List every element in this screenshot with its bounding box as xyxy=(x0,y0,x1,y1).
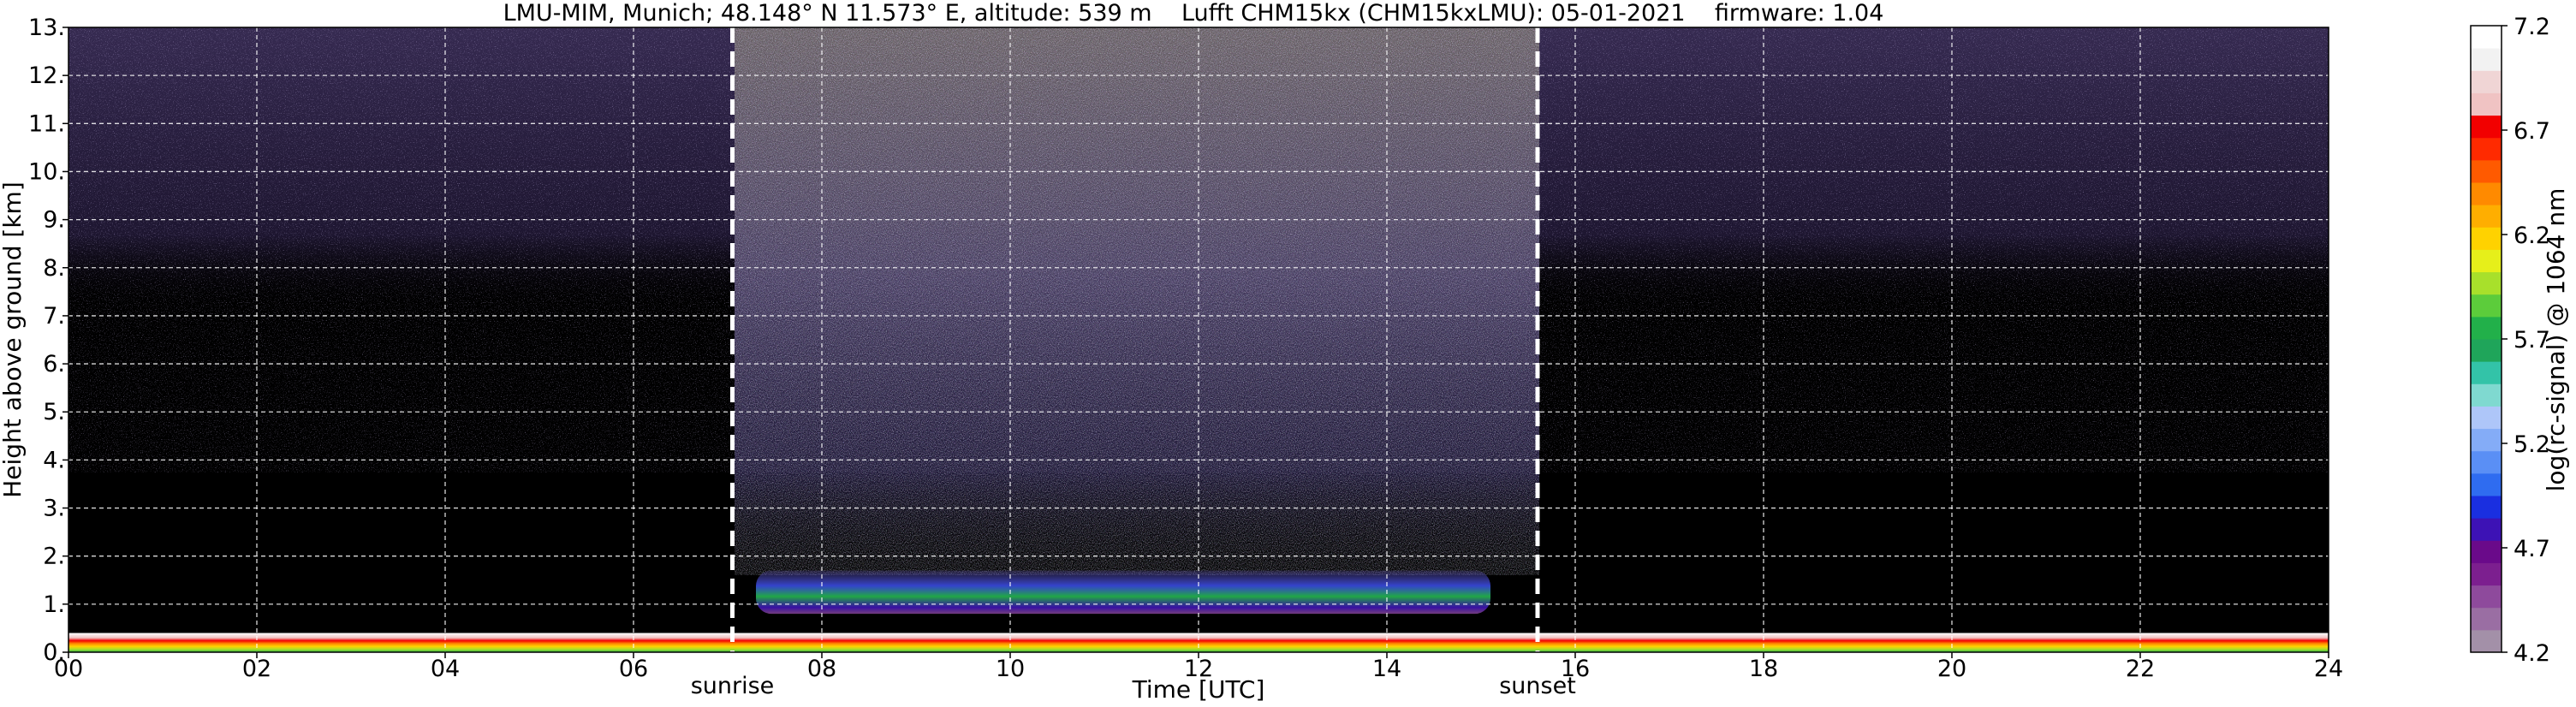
y-tick-label: 10. xyxy=(28,158,65,185)
day-speckle xyxy=(735,27,1539,575)
x-tick-label: 16 xyxy=(1561,656,1590,682)
y-axis: 0. 1. 2. 3. 4. 5. 6. 7. 8. 9. 10. 11. 12. 13. xyxy=(28,15,68,666)
x-tick-label: 06 xyxy=(619,656,648,682)
x-tick-label: 20 xyxy=(1937,656,1966,682)
colorbar-cell xyxy=(2471,137,2502,161)
y-tick-label: 9. xyxy=(43,207,65,234)
chart-title: LMU-MIM, Munich; 48.148° N 11.573° E, al… xyxy=(503,0,1884,27)
colorbar-cell xyxy=(2471,294,2502,318)
colorbar-label: log(rc-signal) @ 1064 nm xyxy=(2542,188,2570,492)
event-markers xyxy=(730,27,1540,652)
y-tick-label: 6. xyxy=(43,351,65,377)
grid xyxy=(68,27,2329,652)
colorbar-tick-label: 6.7 xyxy=(2514,118,2550,145)
colorbar-cell xyxy=(2471,48,2502,71)
y-tick-label: 0. xyxy=(43,639,65,666)
y-tick-label: 13. xyxy=(28,15,65,41)
colorbar-cell xyxy=(2471,339,2502,362)
y-axis-label: Height above ground [km] xyxy=(0,181,27,498)
colorbar-cell xyxy=(2471,383,2502,407)
colorbar-cell xyxy=(2471,518,2502,541)
colorbar-cell xyxy=(2471,182,2502,205)
x-tick-label: 04 xyxy=(431,656,460,682)
near-surface-layer xyxy=(68,633,2329,652)
y-tick-label: 2. xyxy=(43,544,65,570)
x-tick-label: 00 xyxy=(54,656,83,682)
x-tick-label: 10 xyxy=(996,656,1025,682)
colorbar-cell xyxy=(2471,540,2502,563)
colorbar-cell xyxy=(2471,159,2502,183)
colorbar-cell xyxy=(2471,227,2502,250)
x-axis-label: Time [UTC] xyxy=(1132,675,1265,704)
colorbar-cells xyxy=(2471,26,2502,653)
colorbar-cell xyxy=(2471,562,2502,586)
colorbar-tick-label: 5.2 xyxy=(2514,431,2550,458)
event-label-sunrise: sunrise xyxy=(691,673,775,699)
colorbar-cell xyxy=(2471,607,2502,631)
colorbar: 4.2 4.7 5.2 5.7 6.2 6.7 7.2 log(rc-signal) @ 1… xyxy=(2470,14,2570,667)
y-tick-label: 4. xyxy=(43,447,65,473)
colorbar-tick-label: 5.7 xyxy=(2514,327,2550,354)
y-tick-label: 11. xyxy=(28,110,65,137)
colorbar-cell xyxy=(2471,115,2502,139)
colorbar-cell xyxy=(2471,585,2502,609)
colorbar-cell xyxy=(2471,92,2502,116)
colorbar-cell xyxy=(2471,361,2502,384)
y-tick-label: 5. xyxy=(43,399,65,425)
colorbar-tick-label: 4.7 xyxy=(2514,536,2550,562)
daytime-aerosol-layer xyxy=(756,570,1490,615)
colorbar-tick-label: 4.2 xyxy=(2514,640,2550,667)
x-tick-label: 18 xyxy=(1749,656,1778,682)
x-tick-label: 22 xyxy=(2126,656,2155,682)
colorbar-cell xyxy=(2471,450,2502,474)
y-tick-label: 1. xyxy=(43,591,65,618)
y-tick-label: 8. xyxy=(43,255,65,282)
y-tick-label: 3. xyxy=(43,496,65,522)
colorbar-tick-label: 6.2 xyxy=(2514,223,2550,249)
colorbar-cell xyxy=(2471,496,2502,519)
x-tick-label: 02 xyxy=(242,656,271,682)
colorbar-cell xyxy=(2471,316,2502,340)
x-axis: 00 02 04 06 08 10 12 14 16 18 20 22 24 sunrise sunset xyxy=(54,652,2343,699)
colorbar-cell xyxy=(2471,249,2502,273)
event-label-sunset: sunset xyxy=(1499,673,1576,699)
colorbar-ticks: 4.2 4.7 5.2 5.7 6.2 6.7 7.2 xyxy=(2502,14,2550,667)
plot-area xyxy=(68,27,2329,653)
x-tick-label: 24 xyxy=(2314,656,2343,682)
colorbar-cell xyxy=(2471,472,2502,496)
colorbar-tick-label: 7.2 xyxy=(2514,14,2550,40)
y-tick-label: 7. xyxy=(43,303,65,330)
colorbar-cell xyxy=(2471,271,2502,295)
colorbar-cell xyxy=(2471,70,2502,93)
colorbar-cell xyxy=(2471,629,2502,653)
x-tick-label: 08 xyxy=(807,656,836,682)
colorbar-cell xyxy=(2471,26,2502,49)
colorbar-cell xyxy=(2471,406,2502,430)
x-tick-label: 12 xyxy=(1184,656,1213,682)
x-tick-label: 14 xyxy=(1372,656,1401,682)
colorbar-cell xyxy=(2471,205,2502,228)
colorbar-cell xyxy=(2471,428,2502,452)
y-tick-label: 12. xyxy=(28,62,65,89)
